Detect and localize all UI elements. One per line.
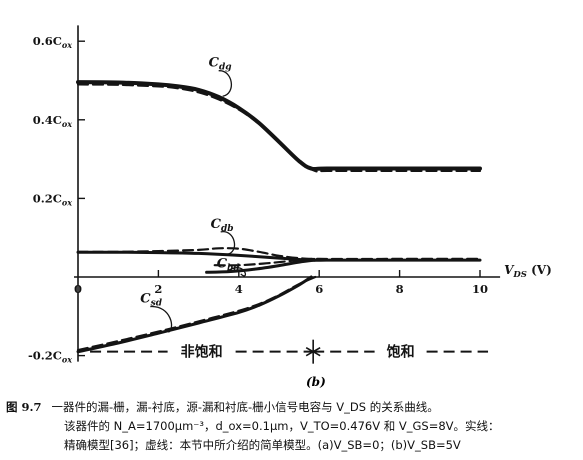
chart-axes: 0.6Cox 0.4Cox 0.2Cox -0.2Cox 0 2 4 6 8 10 VDS (V): [28, 25, 552, 365]
caption-line-1: 一器件的漏-栅，漏-衬底，源-漏和衬底-栅小信号电容与 V_DS 的关系曲线。: [51, 400, 439, 414]
curve-label-pointer: [226, 267, 246, 277]
x-tick-label: 2: [154, 282, 162, 296]
y-tick-label: 0.4Cox: [33, 113, 73, 129]
curve-csd-solid: [76, 275, 313, 354]
curve-cdg-solid: [76, 80, 482, 172]
x-tick-label: 6: [315, 282, 323, 296]
caption-line-2: 该器件的 N_A=1700μm⁻³，d_ox=0.1μm，V_TO=0.476V…: [64, 419, 500, 433]
y-tick-label: 0.2Cox: [33, 191, 73, 207]
curve-label-pointer: [150, 305, 173, 333]
curve-csd-dashed: [76, 275, 317, 352]
curve-cdb-dashed: [76, 247, 482, 261]
figure-number: 图 9.7: [6, 400, 42, 414]
y-tick-label: -0.2Cox: [28, 349, 72, 365]
panel-label: (b): [306, 375, 326, 389]
region-arrowhead: [311, 346, 321, 357]
x-tick-label: 10: [472, 282, 488, 296]
x-tick-label: 8: [396, 282, 404, 296]
chart-curves: [76, 80, 482, 354]
y-tick-label: 0.6Cox: [33, 34, 73, 50]
curve-cbd-dashed: [213, 257, 321, 267]
curve-cbd-solid: [205, 258, 317, 274]
x-tick-label: 0: [74, 282, 82, 296]
x-tick-label: 4: [235, 282, 243, 296]
figure-caption: 图 9.7 一器件的漏-栅，漏-衬底，源-漏和衬底-栅小信号电容与 V_DS 的关…: [6, 398, 578, 455]
region-label: 非饱和: [181, 344, 223, 361]
curve-label-pointer: [218, 70, 232, 97]
x-axis-label: VDS (V): [504, 263, 552, 280]
curve-label-pointer: [220, 231, 236, 255]
caption-line-3: 精确模型[36]；虚线：本节中所介绍的简单模型。(a)V_SB=0；(b)V_S…: [64, 438, 461, 452]
curve-cdg-dashed: [76, 83, 482, 173]
region-label: 饱和: [387, 344, 415, 361]
